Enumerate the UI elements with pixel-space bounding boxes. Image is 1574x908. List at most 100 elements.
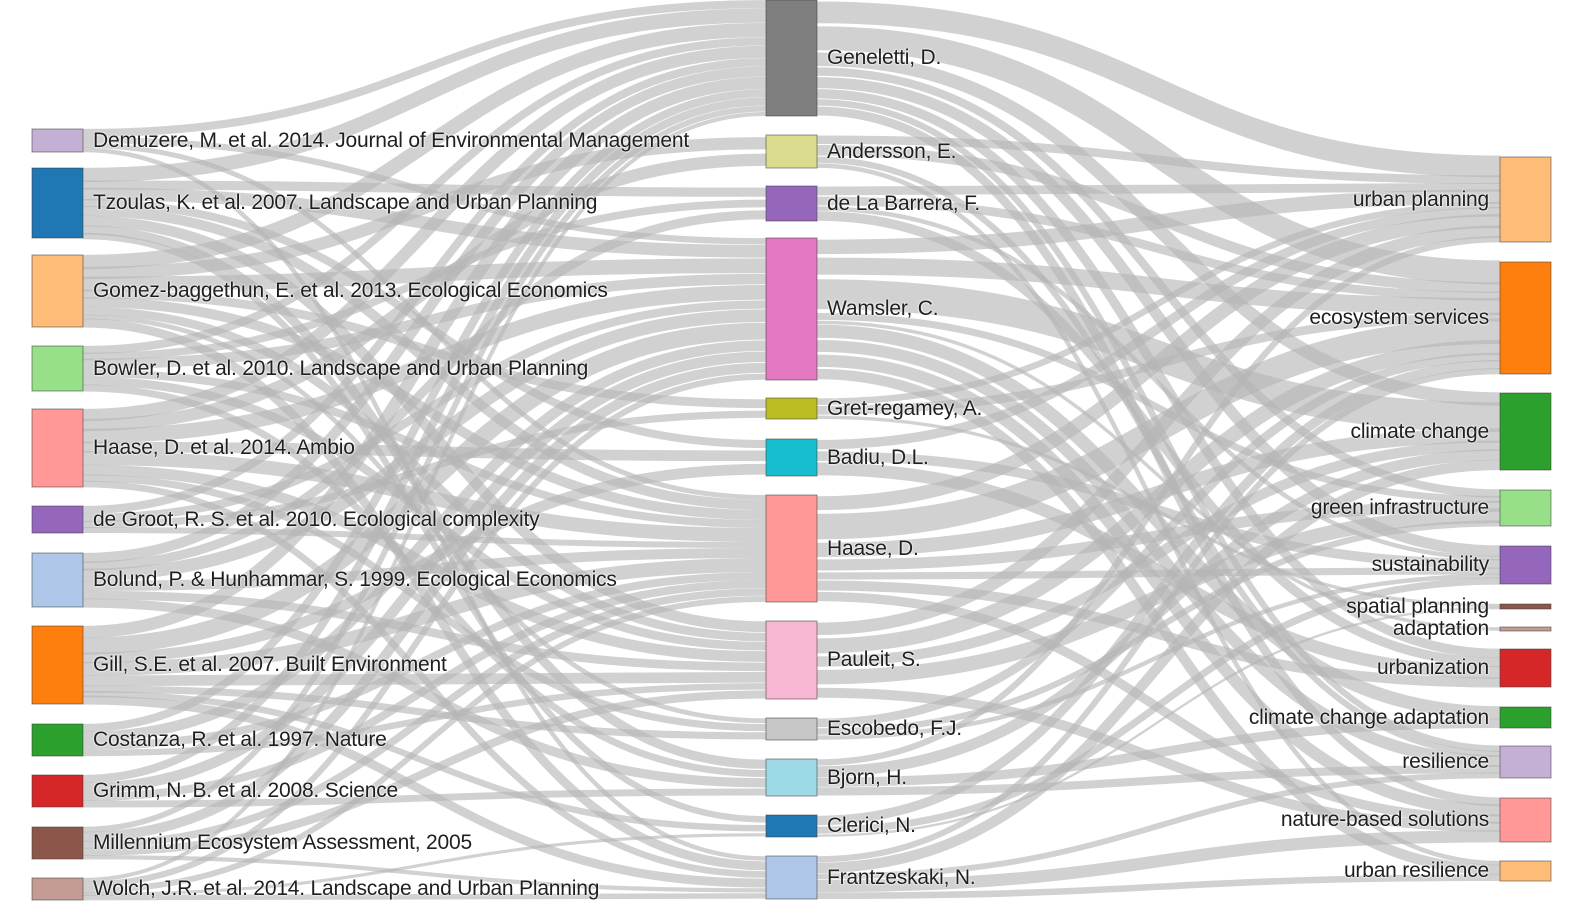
- sankey-link: [82, 58, 767, 515]
- sankey-node-middle[interactable]: [765, 397, 818, 420]
- sankey-link: [816, 320, 1501, 631]
- sankey-link: [82, 690, 767, 832]
- sankey-link: [82, 180, 767, 197]
- sankey-node-right[interactable]: [1499, 797, 1552, 843]
- node-label-left: Tzoulas, K. et al. 2007. Landscape and U…: [93, 191, 598, 214]
- sankey-node-middle[interactable]: [765, 0, 818, 117]
- sankey-link: [816, 830, 1501, 893]
- sankey-link: [816, 89, 1501, 659]
- sankey-node-left[interactable]: [31, 167, 84, 239]
- node-label-right: spatial planning: [1346, 594, 1489, 618]
- node-label-middle: Frantzeskaki, N.: [827, 865, 976, 889]
- sankey-node-right[interactable]: [1499, 261, 1552, 375]
- node-label-right: urbanization: [1376, 656, 1489, 679]
- sankey-link: [82, 671, 767, 687]
- sankey-link: [82, 37, 767, 355]
- sankey-link: [82, 690, 767, 856]
- sankey-node-left[interactable]: [31, 408, 84, 488]
- node-label-middle: Gret-regamey, A.: [827, 396, 983, 420]
- sankey-node-right[interactable]: [1499, 745, 1552, 779]
- node-label-left: Wolch, J.R. et al. 2014. Landscape and U…: [93, 877, 600, 900]
- sankey-link: [816, 573, 1501, 740]
- sankey-node-right[interactable]: [1499, 603, 1552, 610]
- sankey-node-left[interactable]: [31, 625, 84, 705]
- sankey-node-left[interactable]: [31, 254, 84, 328]
- sankey-node-middle[interactable]: [765, 438, 818, 477]
- sankey-node-middle[interactable]: [765, 717, 818, 741]
- sankey-link: [82, 893, 767, 901]
- node-label-middle: Badiu, D.L.: [827, 445, 929, 469]
- sankey-node-right[interactable]: [1499, 392, 1552, 471]
- sankey-node-middle[interactable]: [765, 620, 818, 700]
- sankey-link: [816, 214, 1501, 511]
- sankey-link: [816, 718, 1501, 787]
- node-label-left: Gomez-baggethun, E. et al. 2013. Ecologi…: [93, 279, 608, 302]
- node-label-right: climate change: [1350, 419, 1490, 443]
- sankey-node-left[interactable]: [31, 345, 84, 392]
- node-label-right: ecosystem services: [1309, 306, 1489, 329]
- sankey-node-left[interactable]: [31, 826, 84, 860]
- sankey-node-left[interactable]: [31, 774, 84, 808]
- sankey-node-left[interactable]: [31, 552, 84, 608]
- sankey-node-middle[interactable]: [765, 134, 818, 169]
- node-label-middle: Clerici, N.: [827, 814, 916, 837]
- sankey-node-right[interactable]: [1499, 860, 1552, 882]
- node-label-left: Haase, D. et al. 2014. Ambio: [93, 436, 355, 459]
- node-label-middle: Escobedo, F.J.: [827, 717, 962, 740]
- sankey-link: [82, 258, 767, 292]
- sankey-link: [816, 567, 1501, 580]
- sankey-link: [816, 182, 1501, 196]
- link-layer: [82, 0, 1501, 901]
- sankey-node-right[interactable]: [1499, 648, 1552, 688]
- sankey-link: [82, 45, 767, 422]
- sankey-node-left[interactable]: [31, 723, 84, 757]
- sankey-link: [816, 459, 1501, 874]
- sankey-link: [816, 772, 1501, 880]
- sankey-node-left[interactable]: [31, 128, 84, 153]
- sankey-node-middle[interactable]: [765, 855, 818, 900]
- sankey-link: [816, 520, 1501, 735]
- sankey-node-right[interactable]: [1499, 626, 1552, 632]
- sankey-link: [82, 22, 767, 270]
- node-label-right: nature-based solutions: [1280, 808, 1489, 831]
- sankey-node-middle[interactable]: [765, 237, 818, 381]
- sankey-link: [82, 89, 767, 733]
- node-label-middle: de La Barrera, F.: [827, 191, 981, 215]
- sankey-node-right[interactable]: [1499, 706, 1552, 729]
- sankey-link: [82, 596, 767, 894]
- sankey-node-right[interactable]: [1499, 489, 1552, 527]
- sankey-link: [816, 352, 1501, 728]
- sankey-node-left[interactable]: [31, 877, 84, 901]
- node-label-left: Millennium Ecosystem Assessment, 2005: [93, 831, 472, 854]
- sankey-node-left[interactable]: [31, 505, 84, 534]
- node-label-middle: Bjorn, H.: [827, 765, 907, 789]
- node-label-middle: Haase, D.: [827, 536, 919, 560]
- node-label-right: urban planning: [1352, 187, 1489, 211]
- node-label-right: urban resilience: [1343, 859, 1489, 882]
- sankey-node-right[interactable]: [1499, 156, 1552, 243]
- node-label-left: Bowler, D. et al. 2010. Landscape and Ur…: [93, 356, 589, 380]
- node-label-middle: Geneletti, D.: [827, 46, 942, 69]
- sankey-node-middle[interactable]: [765, 814, 818, 838]
- sankey-link: [816, 577, 1501, 834]
- sankey-node-middle[interactable]: [765, 185, 818, 222]
- sankey-link: [82, 111, 767, 882]
- sankey-link: [82, 580, 767, 801]
- sankey-link: [816, 874, 1501, 900]
- node-label-middle: Wamsler, C.: [827, 297, 939, 320]
- sankey-link: [816, 225, 1501, 636]
- node-label-left: Grimm, N. B. et al. 2008. Science: [93, 779, 399, 802]
- sankey-node-right[interactable]: [1499, 545, 1552, 585]
- sankey-node-middle[interactable]: [765, 494, 818, 603]
- node-label-right: adaptation: [1392, 617, 1489, 640]
- sankey-node-middle[interactable]: [765, 758, 818, 797]
- sankey-link: [816, 324, 1501, 720]
- node-layer: [31, 0, 1552, 901]
- sankey-link: [816, 201, 1501, 405]
- sankey-link: [82, 340, 767, 743]
- sankey-link: [82, 788, 767, 808]
- sankey-link: [82, 187, 767, 258]
- node-label-middle: Andersson, E.: [827, 139, 957, 163]
- sankey-link: [816, 156, 1501, 758]
- sankey-link: [82, 833, 767, 896]
